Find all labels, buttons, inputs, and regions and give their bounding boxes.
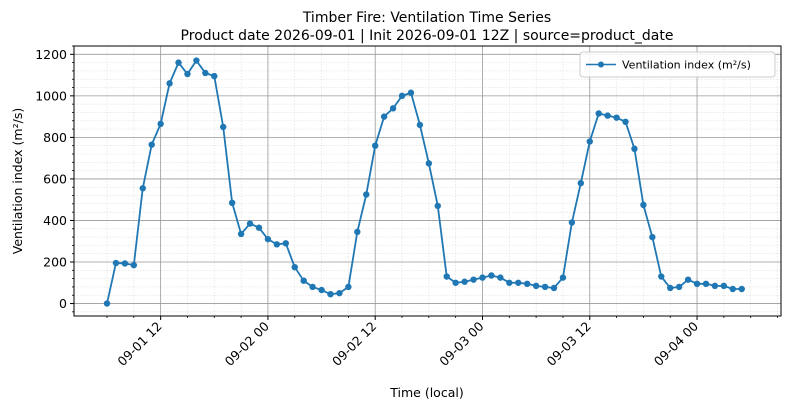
data-point (443, 273, 450, 280)
data-point (398, 92, 406, 100)
data-point (488, 272, 495, 279)
data-point (103, 300, 111, 307)
legend-label: Ventilation index (m²/s) (622, 59, 751, 72)
data-point (586, 138, 593, 145)
data-point (684, 276, 692, 283)
data-point (452, 279, 459, 286)
data-point (559, 274, 567, 281)
x-tick-label: 09-03 00 (436, 318, 486, 368)
x-axis-label: Time (local) (389, 385, 463, 400)
data-point (667, 284, 674, 292)
data-point (416, 121, 424, 129)
data-point (121, 260, 129, 267)
data-point (470, 276, 477, 283)
data-point (300, 277, 307, 284)
y-tick-label: 0 (59, 296, 67, 311)
plot-area-frame (73, 45, 782, 317)
legend-marker-swatch (598, 61, 604, 68)
data-point (506, 279, 513, 286)
data-point (157, 120, 164, 128)
data-point (166, 80, 173, 87)
data-point (577, 179, 585, 187)
data-point (112, 259, 120, 267)
x-tick-label: 09-01 12 (114, 319, 164, 369)
legend-box (579, 51, 776, 78)
data-point (264, 235, 272, 243)
data-point (327, 290, 334, 298)
data-point (649, 233, 656, 241)
data-point (237, 230, 245, 238)
data-point (255, 224, 263, 231)
data-point (380, 113, 388, 120)
data-point (318, 286, 325, 294)
data-point (354, 228, 361, 236)
data-point (425, 160, 433, 167)
grid-lines (74, 45, 781, 316)
data-point (273, 241, 281, 248)
data-point (372, 142, 379, 149)
chart-title: Timber Fire: Ventilation Time Series (302, 10, 551, 26)
data-point (604, 112, 611, 119)
data-point (220, 123, 227, 131)
data-point (175, 59, 182, 66)
data-point (345, 283, 352, 291)
data-point (658, 273, 665, 280)
data-point (389, 105, 397, 112)
series-line (106, 59, 742, 304)
y-tick-label: 200 (43, 255, 67, 270)
data-point (523, 280, 531, 288)
data-point (640, 201, 647, 209)
data-point (434, 202, 441, 210)
x-tick-label: 09-02 12 (329, 319, 379, 369)
y-tick-label: 600 (43, 171, 67, 186)
data-point (336, 289, 343, 297)
data-point (363, 191, 370, 198)
data-point (130, 261, 138, 269)
x-tick-label: 09-02 00 (222, 318, 272, 368)
y-tick-label: 1000 (35, 88, 67, 103)
y-tick-label: 1200 (35, 47, 67, 62)
y-tick-label: 800 (43, 130, 67, 145)
data-point (407, 89, 415, 96)
data-point (309, 283, 316, 291)
y-axis-label: Ventilation index (m²/s) (10, 108, 25, 254)
data-point (613, 114, 620, 121)
data-point (568, 219, 576, 226)
data-point (193, 57, 200, 64)
data-point (729, 285, 736, 293)
data-point (622, 118, 629, 126)
data-point (202, 69, 209, 77)
data-point (693, 280, 701, 288)
data-point (184, 70, 191, 78)
data-point (497, 274, 504, 281)
data-point (675, 283, 683, 291)
data-point (550, 284, 558, 292)
x-tick-label: 09-03 12 (544, 319, 594, 369)
data-point (595, 110, 602, 117)
data-point (282, 240, 289, 247)
data-point (702, 280, 710, 288)
legend: Ventilation index (m²/s) (579, 51, 776, 78)
data-point (246, 220, 254, 227)
data-point (711, 282, 719, 290)
data-point (139, 185, 146, 192)
chart-subtitle: Product date 2026-09-01 | Init 2026-09-0… (181, 28, 674, 44)
data-point (148, 141, 155, 148)
data-point (541, 283, 549, 291)
x-tick-label: 09-04 00 (651, 318, 701, 368)
data-point (720, 282, 728, 290)
series-layer (103, 57, 745, 307)
data-point (291, 263, 298, 271)
data-point (228, 199, 236, 207)
y-tick-label: 400 (43, 213, 67, 228)
data-point (461, 278, 468, 285)
data-point (211, 72, 218, 80)
data-point (631, 145, 638, 153)
data-point (738, 285, 745, 293)
data-point (515, 279, 522, 286)
data-point (479, 274, 486, 281)
data-point (532, 282, 540, 290)
